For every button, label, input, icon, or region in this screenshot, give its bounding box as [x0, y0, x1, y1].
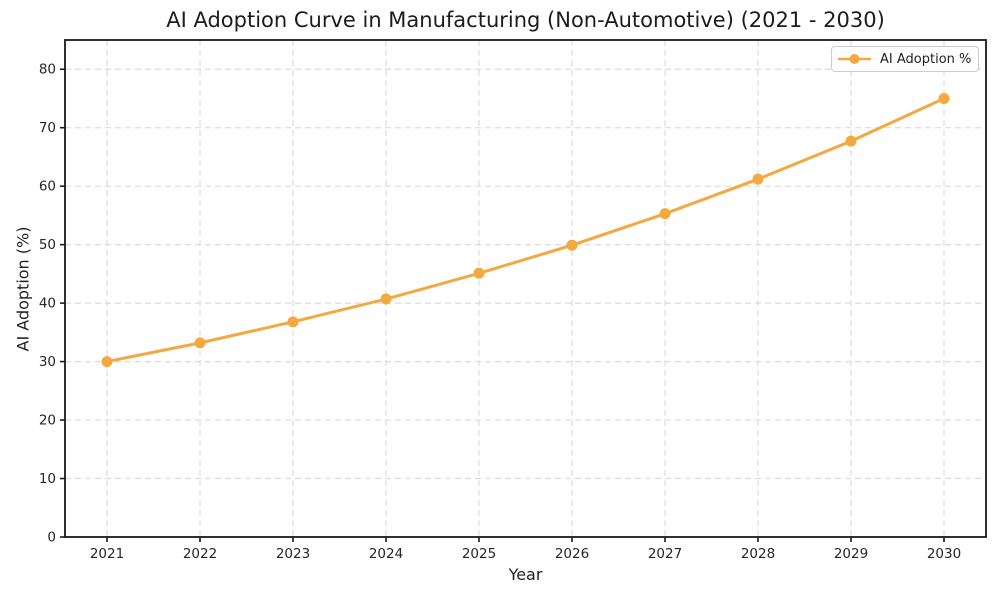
- x-tick-label: 2021: [90, 546, 124, 562]
- data-point: [287, 316, 299, 328]
- y-tick-label: 80: [39, 62, 56, 78]
- y-axis-title: AI Adoption (%): [13, 226, 33, 352]
- data-point: [938, 92, 950, 104]
- plot-border: [64, 39, 987, 538]
- x-tick-label: 2024: [369, 546, 403, 562]
- y-tick-label: 20: [39, 413, 56, 429]
- legend-line-marker-icon: [838, 54, 871, 64]
- x-axis-title: Year: [508, 565, 543, 584]
- y-tick-label: 70: [39, 120, 56, 136]
- series-line: [105, 96, 946, 364]
- y-tick-label: 60: [39, 179, 56, 195]
- y-tick-label: 40: [39, 296, 56, 312]
- data-point: [380, 293, 392, 305]
- x-tick-label: 2026: [555, 546, 589, 562]
- legend-box: AI Adoption %: [831, 46, 979, 72]
- y-tick-label: 0: [47, 530, 56, 546]
- x-tick-label: 2029: [834, 546, 868, 562]
- data-point: [845, 135, 857, 147]
- x-tick-label: 2025: [462, 546, 496, 562]
- chart-title: AI Adoption Curve in Manufacturing (Non-…: [166, 8, 885, 32]
- data-point: [659, 208, 671, 220]
- x-tick-label: 2030: [927, 546, 961, 562]
- data-point: [473, 267, 485, 279]
- x-tick-label: 2023: [276, 546, 310, 562]
- x-tick-label: 2028: [741, 546, 775, 562]
- data-point: [566, 239, 578, 251]
- y-tick-label: 30: [39, 354, 56, 370]
- data-point: [194, 337, 206, 349]
- y-tick-label: 50: [39, 237, 56, 253]
- legend-series-label: AI Adoption %: [880, 51, 972, 67]
- y-tick-label: 10: [39, 471, 56, 487]
- data-point: [752, 173, 764, 185]
- x-tick-label: 2027: [648, 546, 682, 562]
- data-point: [101, 356, 113, 368]
- x-tick-label: 2022: [183, 546, 217, 562]
